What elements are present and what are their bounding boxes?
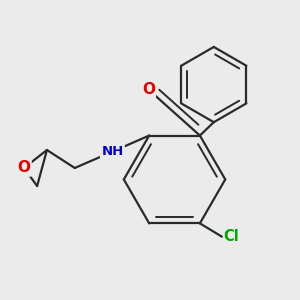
Text: Cl: Cl	[224, 229, 239, 244]
Text: NH: NH	[101, 145, 124, 158]
Text: O: O	[142, 82, 155, 97]
Text: O: O	[17, 160, 31, 175]
